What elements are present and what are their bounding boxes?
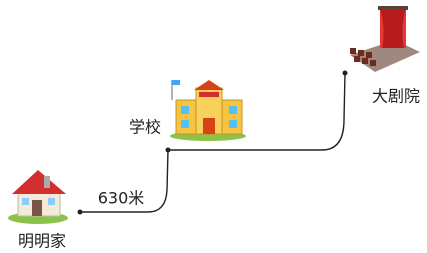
theater-icon xyxy=(350,6,420,72)
node-label: 大剧院 xyxy=(372,87,420,106)
node-label: 明明家 xyxy=(18,232,66,251)
house-icon xyxy=(8,170,68,224)
node-label: 学校 xyxy=(129,118,161,137)
route-dot xyxy=(166,148,171,153)
edge-label: 630米 xyxy=(98,189,145,208)
route-dot xyxy=(78,210,83,215)
route-diagram: 明明家 学校 大剧院 630米 xyxy=(0,0,427,253)
school-icon xyxy=(170,80,246,141)
route-dot xyxy=(343,71,348,76)
page: 明明家 学校 大剧院 630米 (() => { const data = JS… xyxy=(0,0,427,253)
